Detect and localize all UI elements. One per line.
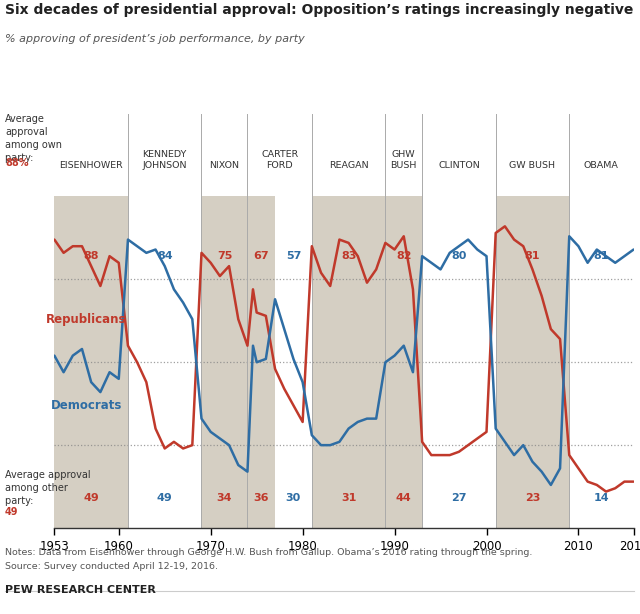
- Text: 49: 49: [157, 493, 173, 503]
- Text: 81: 81: [525, 251, 540, 261]
- Text: GW BUSH: GW BUSH: [509, 161, 556, 170]
- Text: CARTER
FORD: CARTER FORD: [261, 150, 298, 170]
- Text: 27: 27: [451, 493, 467, 503]
- Text: GHW
BUSH: GHW BUSH: [390, 150, 417, 170]
- Text: 31: 31: [341, 493, 356, 503]
- Text: Average approval
among other
party:: Average approval among other party:: [5, 470, 91, 506]
- Text: EISENHOWER: EISENHOWER: [60, 161, 123, 170]
- Text: 75: 75: [217, 251, 232, 261]
- Text: PEW RESEARCH CENTER: PEW RESEARCH CENTER: [5, 585, 156, 594]
- Text: Six decades of presidential approval: Opposition’s ratings increasingly negative: Six decades of presidential approval: Op…: [5, 3, 634, 17]
- Text: 88: 88: [83, 251, 99, 261]
- Text: 14: 14: [594, 493, 609, 503]
- Text: 84: 84: [157, 251, 173, 261]
- Text: Average
approval
among own
party:: Average approval among own party:: [5, 114, 62, 163]
- Text: 34: 34: [217, 493, 232, 503]
- Text: OBAMA: OBAMA: [584, 161, 619, 170]
- Bar: [202, 196, 275, 528]
- Text: 67: 67: [253, 251, 269, 261]
- Text: 83: 83: [341, 251, 356, 261]
- Bar: [496, 196, 569, 528]
- Text: KENNEDY
JOHNSON: KENNEDY JOHNSON: [143, 150, 187, 170]
- Text: Source: Survey conducted April 12-19, 2016.: Source: Survey conducted April 12-19, 20…: [5, 562, 218, 571]
- Text: REAGAN: REAGAN: [329, 161, 369, 170]
- Text: 81: 81: [594, 251, 609, 261]
- Text: 44: 44: [396, 493, 412, 503]
- Text: 30: 30: [286, 493, 301, 503]
- Text: CLINTON: CLINTON: [438, 161, 480, 170]
- Text: NIXON: NIXON: [209, 161, 239, 170]
- Text: 36: 36: [253, 493, 269, 503]
- Bar: [54, 196, 128, 528]
- Text: % approving of president’s job performance, by party: % approving of president’s job performan…: [5, 34, 305, 44]
- Text: 88%: 88%: [5, 158, 29, 168]
- Text: 82: 82: [396, 251, 412, 261]
- Text: Notes: Data from Eisenhower through George H.W. Bush from Gallup. Obama’s 2016 r: Notes: Data from Eisenhower through Geor…: [5, 548, 532, 557]
- Text: 80: 80: [451, 251, 467, 261]
- Text: Democrats: Democrats: [51, 399, 122, 412]
- Bar: [312, 196, 422, 528]
- Text: 49: 49: [83, 493, 99, 503]
- Text: Republicans: Republicans: [46, 313, 127, 325]
- Text: 57: 57: [285, 251, 301, 261]
- Text: 23: 23: [525, 493, 540, 503]
- Text: 49: 49: [5, 507, 19, 516]
